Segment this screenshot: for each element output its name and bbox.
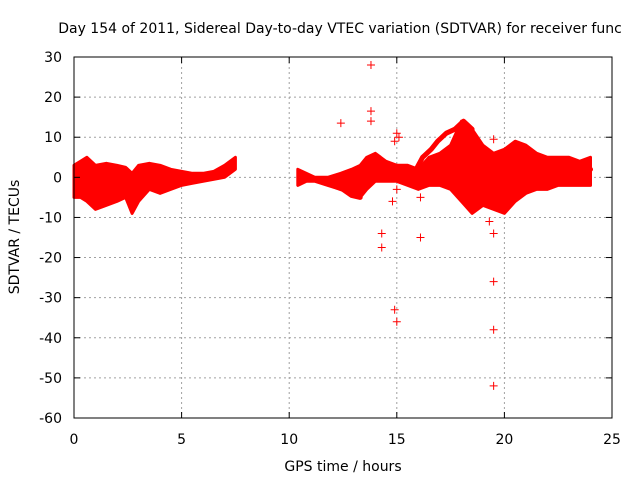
- y-tick-label: 30: [44, 50, 62, 66]
- x-axis-label: GPS time / hours: [284, 459, 401, 475]
- x-tick-label: 10: [280, 432, 298, 448]
- data-points: [72, 61, 593, 390]
- x-tick-label: 0: [70, 432, 79, 448]
- data-track: [329, 182, 363, 200]
- outlier-point: [366, 117, 375, 126]
- y-tick-label: -50: [39, 371, 62, 387]
- y-tick-label: -20: [39, 251, 62, 267]
- outlier-point: [416, 233, 425, 242]
- outlier-point: [489, 277, 498, 286]
- x-tick-label: 25: [603, 432, 621, 448]
- outlier-point: [390, 305, 399, 314]
- outlier-point: [377, 243, 386, 252]
- data-band: [72, 155, 237, 215]
- axis-ticks: -60 -50 -40 -30 -20 -10 0 10 20 30 0 5 10 15 20 25: [39, 50, 621, 448]
- grid: [74, 57, 612, 418]
- x-tick-label: 15: [388, 432, 406, 448]
- y-tick-label: -30: [39, 291, 62, 307]
- y-tick-label: -10: [39, 210, 62, 226]
- y-tick-label: 20: [44, 90, 62, 106]
- y-tick-label: 0: [53, 170, 62, 186]
- outlier-point: [489, 325, 498, 334]
- outlier-point: [392, 129, 401, 138]
- x-tick-label: 20: [495, 432, 513, 448]
- y-tick-label: 10: [44, 130, 62, 146]
- outlier-point: [394, 133, 403, 142]
- outlier-point: [489, 381, 498, 390]
- outlier-point: [366, 107, 375, 116]
- outlier-point: [468, 205, 477, 214]
- x-tick-label: 5: [177, 432, 186, 448]
- outlier-point: [366, 61, 375, 70]
- chart-title: Day 154 of 2011, Sidereal Day-to-day VTE…: [58, 21, 622, 37]
- outlier-point: [489, 229, 498, 238]
- y-tick-label: -60: [39, 411, 62, 427]
- outlier-point: [416, 193, 425, 202]
- outlier-point: [392, 185, 401, 194]
- outlier-point: [489, 135, 498, 144]
- plot-frame: [73, 56, 613, 419]
- outlier-point: [390, 137, 399, 146]
- outlier-point: [336, 119, 345, 128]
- outlier-point: [485, 217, 494, 226]
- outlier-point: [377, 229, 386, 238]
- data-track: [355, 158, 460, 190]
- y-tick-label: -40: [39, 331, 62, 347]
- data-track: [458, 162, 593, 208]
- data-track: [411, 118, 475, 176]
- y-axis-label: SDTVAR / TECUs: [7, 180, 23, 295]
- outlier-point: [392, 317, 401, 326]
- outlier-point: [388, 197, 397, 206]
